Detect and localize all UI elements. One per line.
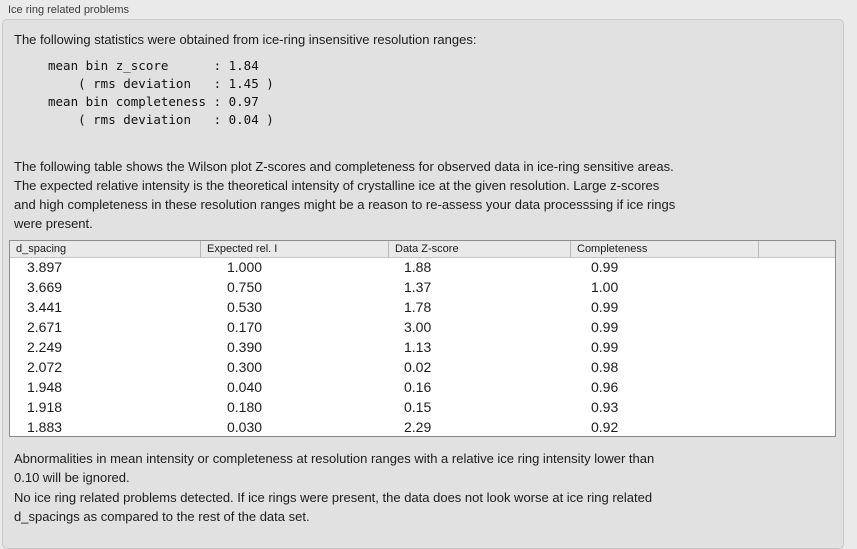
cell-expected-rel-i: 0.530 [227,299,263,315]
cell-d-spacing: 1.883 [27,419,63,435]
cell-completeness: 0.99 [591,339,619,355]
cell-completeness: 0.99 [591,319,619,335]
cell-completeness: 1.00 [591,279,619,295]
cell-empty [758,318,835,338]
intro-text: The following statistics were obtained f… [14,32,477,47]
cell-completeness: 0.98 [591,359,619,375]
cell-d-spacing: 2.249 [27,339,63,355]
cell-data-z-score: 1.37 [404,279,432,295]
cell-empty [758,358,835,378]
cell-empty [758,418,835,438]
cell-d-spacing: 3.441 [27,299,63,315]
panel-title: Ice ring related problems [8,4,130,16]
column-header-empty[interactable] [758,241,835,257]
cell-completeness: 0.99 [591,259,619,275]
cell-empty [758,398,835,418]
table-row[interactable]: 1.948 0.040 0.16 0.96 [10,378,835,398]
table-row[interactable]: 2.671 0.170 3.00 0.99 [10,318,835,338]
table-row[interactable]: 3.669 0.750 1.37 1.00 [10,278,835,298]
table-row[interactable]: 2.249 0.390 1.13 0.99 [10,338,835,358]
cell-data-z-score: 1.78 [404,299,432,315]
table-row[interactable]: 1.883 0.030 2.29 0.92 [10,418,835,438]
table-body: 3.897 1.000 1.88 0.99 3.669 0.750 1.37 1.00 3.44… [10,258,835,438]
cell-data-z-score: 0.16 [404,379,432,395]
column-header-d-spacing[interactable]: d_spacing [16,243,67,255]
table-row[interactable]: 1.918 0.180 0.15 0.93 [10,398,835,418]
cell-data-z-score: 0.15 [404,399,432,415]
cell-expected-rel-i: 0.390 [227,339,263,355]
cell-data-z-score: 2.29 [404,419,432,435]
cell-empty [758,258,835,278]
cell-d-spacing: 3.897 [27,259,63,275]
cell-d-spacing: 3.669 [27,279,63,295]
table-header-row: d_spacing Expected rel. I Data Z-score C… [10,241,835,258]
cell-empty [758,278,835,298]
cell-expected-rel-i: 0.030 [227,419,263,435]
cell-d-spacing: 2.072 [27,359,63,375]
table-caption-text: The following table shows the Wilson plo… [14,159,676,231]
cell-expected-rel-i: 0.180 [227,399,263,415]
ignore-note-text: Abnormalities in mean intensity or compl… [14,451,655,485]
cell-expected-rel-i: 0.170 [227,319,263,335]
cell-data-z-score: 1.13 [404,339,432,355]
cell-empty [758,338,835,358]
cell-data-z-score: 3.00 [404,319,432,335]
cell-completeness: 0.96 [591,379,619,395]
cell-expected-rel-i: 0.750 [227,279,263,295]
cell-d-spacing: 1.918 [27,399,63,415]
table-row[interactable]: 3.441 0.530 1.78 0.99 [10,298,835,318]
cell-expected-rel-i: 1.000 [227,259,263,275]
column-header-data-z-score[interactable]: Data Z-score [388,241,570,257]
stats-block: mean bin z_score : 1.84 ( rms deviation … [48,58,274,127]
result-note-text: No ice ring related problems detected. I… [14,490,653,524]
column-header-completeness[interactable]: Completeness [570,241,758,257]
table-row[interactable]: 2.072 0.300 0.02 0.98 [10,358,835,378]
cell-d-spacing: 2.671 [27,319,63,335]
ice-ring-table: d_spacing Expected rel. I Data Z-score C… [9,240,836,437]
cell-data-z-score: 0.02 [404,359,432,375]
cell-expected-rel-i: 0.300 [227,359,263,375]
table-row[interactable]: 3.897 1.000 1.88 0.99 [10,258,835,278]
cell-completeness: 0.93 [591,399,619,415]
cell-empty [758,378,835,398]
cell-expected-rel-i: 0.040 [227,379,263,395]
column-header-expected-rel-i[interactable]: Expected rel. I [200,241,388,257]
cell-completeness: 0.92 [591,419,619,435]
cell-completeness: 0.99 [591,299,619,315]
cell-data-z-score: 1.88 [404,259,432,275]
cell-empty [758,298,835,318]
cell-d-spacing: 1.948 [27,379,63,395]
